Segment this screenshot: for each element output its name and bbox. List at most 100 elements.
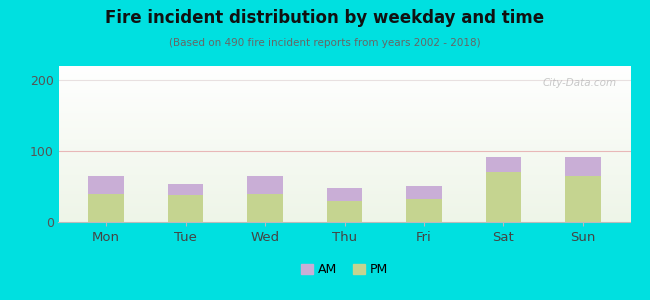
- Bar: [58, 122, 630, 124]
- Bar: [58, 175, 630, 177]
- Bar: [58, 71, 630, 72]
- Bar: [247, 194, 283, 222]
- Bar: [58, 164, 630, 166]
- Bar: [58, 96, 630, 97]
- Bar: [58, 133, 630, 135]
- Bar: [58, 139, 630, 141]
- Bar: [406, 186, 442, 199]
- Bar: [58, 160, 630, 161]
- Bar: [58, 178, 630, 180]
- Bar: [565, 157, 601, 176]
- Bar: [58, 103, 630, 105]
- Bar: [58, 196, 630, 197]
- Bar: [58, 149, 630, 150]
- Bar: [486, 172, 521, 222]
- Bar: [58, 105, 630, 106]
- Bar: [58, 191, 630, 192]
- Bar: [88, 176, 124, 194]
- Bar: [58, 167, 630, 169]
- Bar: [58, 118, 630, 119]
- Bar: [58, 214, 630, 216]
- Bar: [58, 161, 630, 163]
- Bar: [58, 147, 630, 149]
- Bar: [58, 209, 630, 211]
- Bar: [58, 199, 630, 200]
- Bar: [58, 205, 630, 206]
- Bar: [58, 144, 630, 146]
- Bar: [58, 197, 630, 199]
- Bar: [58, 86, 630, 88]
- Bar: [58, 72, 630, 74]
- Bar: [58, 128, 630, 130]
- Bar: [58, 211, 630, 213]
- Bar: [58, 130, 630, 131]
- Bar: [58, 180, 630, 182]
- Text: Fire incident distribution by weekday and time: Fire incident distribution by weekday an…: [105, 9, 545, 27]
- Bar: [58, 89, 630, 91]
- Bar: [58, 186, 630, 188]
- Bar: [58, 75, 630, 77]
- Bar: [58, 131, 630, 133]
- Bar: [58, 169, 630, 170]
- Bar: [58, 79, 630, 80]
- Bar: [58, 200, 630, 202]
- Bar: [58, 91, 630, 92]
- Bar: [58, 202, 630, 203]
- Bar: [58, 68, 630, 69]
- Bar: [58, 150, 630, 152]
- Bar: [58, 188, 630, 189]
- Bar: [58, 194, 630, 196]
- Bar: [58, 92, 630, 94]
- Bar: [58, 184, 630, 186]
- Bar: [58, 138, 630, 139]
- Bar: [58, 110, 630, 111]
- Bar: [58, 174, 630, 175]
- Bar: [58, 127, 630, 128]
- Bar: [58, 192, 630, 194]
- Bar: [58, 163, 630, 164]
- Bar: [58, 102, 630, 104]
- Bar: [58, 213, 630, 214]
- Bar: [58, 203, 630, 205]
- Bar: [58, 177, 630, 178]
- Bar: [406, 199, 442, 222]
- Bar: [58, 183, 630, 184]
- Bar: [58, 66, 630, 68]
- Bar: [58, 152, 630, 153]
- Bar: [326, 201, 363, 222]
- Bar: [58, 189, 630, 191]
- Bar: [58, 80, 630, 82]
- Bar: [168, 195, 203, 222]
- Bar: [565, 176, 601, 222]
- Bar: [58, 83, 630, 85]
- Bar: [58, 172, 630, 174]
- Bar: [58, 100, 630, 102]
- Bar: [168, 184, 203, 195]
- Bar: [326, 188, 363, 201]
- Bar: [58, 82, 630, 83]
- Bar: [58, 124, 630, 125]
- Bar: [58, 170, 630, 172]
- Bar: [58, 125, 630, 127]
- Bar: [58, 111, 630, 113]
- Bar: [58, 153, 630, 155]
- Bar: [58, 135, 630, 136]
- Bar: [58, 94, 630, 96]
- Bar: [58, 155, 630, 157]
- Bar: [58, 97, 630, 99]
- Bar: [58, 77, 630, 79]
- Bar: [58, 136, 630, 138]
- Bar: [58, 217, 630, 219]
- Bar: [58, 157, 630, 158]
- Bar: [58, 142, 630, 144]
- Text: (Based on 490 fire incident reports from years 2002 - 2018): (Based on 490 fire incident reports from…: [169, 38, 481, 47]
- Bar: [58, 69, 630, 71]
- Bar: [486, 157, 521, 172]
- Bar: [247, 176, 283, 194]
- Bar: [58, 88, 630, 89]
- Bar: [58, 219, 630, 220]
- Bar: [58, 74, 630, 75]
- Bar: [58, 182, 630, 183]
- Bar: [58, 116, 630, 118]
- Bar: [58, 158, 630, 160]
